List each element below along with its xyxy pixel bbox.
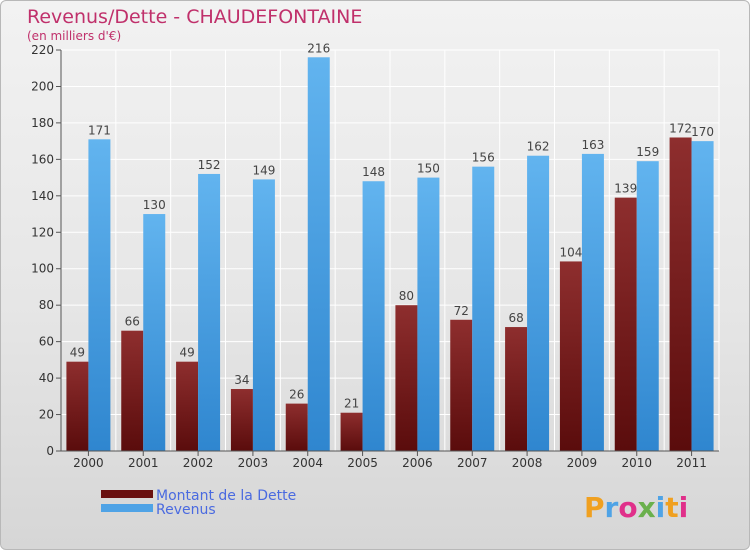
- bar-revenus-2006: [417, 177, 440, 451]
- ytick-label-0: 0: [46, 444, 54, 458]
- bar-revenus-2001: [143, 214, 166, 451]
- legend-swatch-revenus: [101, 504, 153, 512]
- axis-layer: 0 20 40 60 80 100 120 140 160 180 200 220 2000 2001 20…: [31, 43, 719, 470]
- bar-revenus-2007: [472, 166, 495, 451]
- bar-dette-2006: [395, 305, 418, 451]
- bar-revenus-2000: [88, 139, 111, 451]
- data-label-revenus-2003: 149: [252, 163, 275, 177]
- bar-dette-2000: [66, 361, 89, 451]
- data-label-revenus-2009: 163: [581, 138, 604, 152]
- xtick-label-2011: 2011: [676, 456, 707, 470]
- data-label-dette-2007: 72: [454, 304, 469, 318]
- ytick-label-160: 160: [31, 152, 54, 166]
- xtick-label-2007: 2007: [457, 456, 488, 470]
- data-label-revenus-2006: 150: [417, 162, 440, 176]
- xtick-label-2002: 2002: [183, 456, 214, 470]
- logo-letter-0: P: [584, 491, 605, 524]
- bar-revenus-2005: [362, 181, 385, 451]
- xtick-label-2005: 2005: [347, 456, 378, 470]
- bar-dette-2010: [614, 197, 637, 451]
- bar-dette-2011: [669, 137, 692, 451]
- data-label-dette-2001: 66: [125, 315, 140, 329]
- ytick-label-120: 120: [31, 225, 54, 239]
- logo-letter-3: x: [638, 491, 656, 524]
- logo-letter-5: t: [665, 491, 678, 524]
- chart-subtitle: (en milliers d'€): [27, 29, 121, 43]
- xtick-label-2003: 2003: [238, 456, 269, 470]
- xtick-label-2010: 2010: [621, 456, 652, 470]
- legend-label-revenus: Revenus: [156, 502, 216, 518]
- data-label-dette-2008: 68: [508, 311, 523, 325]
- bar-dette-2005: [340, 412, 363, 451]
- ytick-label-40: 40: [39, 371, 54, 385]
- ytick-label-140: 140: [31, 189, 54, 203]
- data-label-dette-2004: 26: [289, 388, 304, 402]
- data-label-revenus-2007: 156: [472, 151, 495, 165]
- data-label-revenus-2000: 171: [88, 123, 111, 137]
- bar-revenus-2004: [307, 57, 330, 452]
- data-label-revenus-2011: 170: [691, 125, 714, 139]
- bar-revenus-2003: [252, 179, 275, 451]
- data-label-revenus-2001: 130: [143, 198, 166, 212]
- xtick-label-2006: 2006: [402, 456, 433, 470]
- legend-label-dette: Montant de la Dette: [156, 488, 296, 504]
- xtick-label-2009: 2009: [567, 456, 598, 470]
- ytick-label-20: 20: [39, 408, 54, 422]
- chart-title: Revenus/Dette - CHAUDEFONTAINE: [27, 6, 362, 28]
- bar-dette-2007: [450, 319, 473, 451]
- data-label-revenus-2010: 159: [636, 145, 659, 159]
- data-label-revenus-2002: 152: [198, 158, 221, 172]
- data-label-dette-2006: 80: [399, 289, 414, 303]
- ytick-label-100: 100: [31, 262, 54, 276]
- bar-dette-2001: [121, 330, 144, 451]
- bar-dette-2004: [285, 403, 308, 451]
- data-label-revenus-2004: 216: [307, 41, 330, 55]
- ytick-label-220: 220: [31, 43, 54, 57]
- bar-dette-2008: [505, 327, 528, 451]
- legend-swatch-dette: [101, 490, 153, 498]
- data-label-dette-2010: 139: [614, 182, 637, 196]
- data-label-dette-2011: 172: [669, 121, 692, 135]
- ytick-label-60: 60: [39, 335, 54, 349]
- bar-dette-2003: [230, 389, 253, 451]
- bar-revenus-2002: [198, 173, 221, 452]
- logo-letter-6: i: [679, 491, 689, 524]
- bar-revenus-2008: [527, 155, 550, 451]
- legend: Montant de la Dette Revenus: [101, 488, 296, 518]
- bars-layer: 49 171 66 130 49 152 34 149 26 216 21 148 80 150 72 156…: [66, 41, 714, 452]
- bar-dette-2002: [176, 361, 199, 451]
- xtick-label-2000: 2000: [73, 456, 104, 470]
- xtick-label-2004: 2004: [292, 456, 323, 470]
- bar-revenus-2010: [636, 161, 659, 451]
- data-label-dette-2005: 21: [344, 397, 359, 411]
- logo-letter-2: o: [618, 491, 637, 524]
- bar-revenus-2011: [691, 141, 714, 452]
- data-label-revenus-2005: 148: [362, 165, 385, 179]
- proxiti-logo: Proxiti: [584, 491, 688, 524]
- xtick-label-2008: 2008: [512, 456, 543, 470]
- ytick-label-200: 200: [31, 79, 54, 93]
- ytick-label-80: 80: [39, 298, 54, 312]
- data-label-dette-2009: 104: [559, 245, 582, 259]
- logo-letter-4: i: [656, 491, 666, 524]
- bar-dette-2009: [559, 261, 582, 451]
- data-label-dette-2002: 49: [179, 346, 194, 360]
- data-label-revenus-2008: 162: [527, 140, 550, 154]
- xtick-label-2001: 2001: [128, 456, 159, 470]
- logo-letter-1: r: [605, 491, 619, 524]
- bar-revenus-2009: [581, 153, 604, 452]
- data-label-dette-2000: 49: [70, 346, 85, 360]
- data-label-dette-2003: 34: [234, 373, 249, 387]
- ytick-label-180: 180: [31, 116, 54, 130]
